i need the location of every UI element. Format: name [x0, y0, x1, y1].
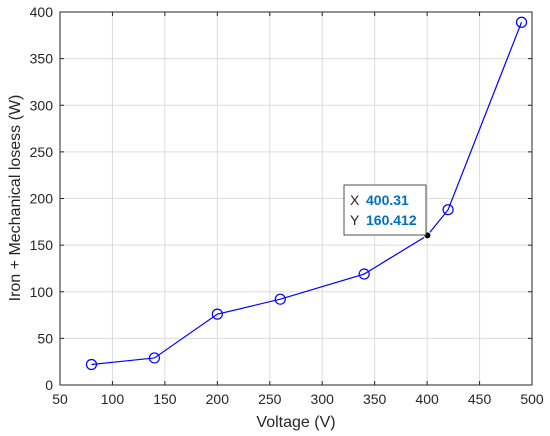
data-point	[274, 293, 286, 305]
x-axis: 50 100 150 200 250 300 350 400 450 500	[52, 12, 544, 407]
y-tick-label: 50	[37, 330, 53, 346]
y-tick-label: 200	[30, 191, 54, 207]
y-tick-label: 400	[30, 4, 54, 20]
y-axis: 0 50 100 150 200 250 300 350 400	[30, 4, 532, 393]
data-point	[442, 204, 454, 216]
data-point	[515, 16, 528, 28]
datatip-y-value: 160.412	[366, 212, 417, 228]
datatip-x-value: 400.31	[366, 192, 409, 208]
y-tick-label: 150	[30, 237, 54, 253]
data-point	[358, 268, 370, 280]
datatip-x-label: X	[350, 192, 360, 208]
series-markers	[85, 16, 528, 371]
series-line	[91, 22, 523, 366]
x-tick-label: 150	[153, 391, 177, 407]
datatip-y-label: Y	[350, 212, 360, 228]
x-tick-label: 350	[363, 391, 387, 407]
y-tick-label: 0	[45, 377, 53, 393]
x-tick-label: 100	[101, 391, 125, 407]
datatip-box	[343, 184, 427, 236]
grid	[59, 11, 533, 386]
data-point	[85, 358, 98, 371]
datatip[interactable]: X 400.31 Y 160.412	[343, 184, 427, 236]
x-tick-label: 400	[415, 391, 439, 407]
x-tick-label: 500	[520, 391, 544, 407]
y-axis-label: Iron + Mechanical losess (W)	[7, 95, 24, 302]
x-tick-label: 300	[311, 391, 335, 407]
x-axis-label: Voltage (V)	[256, 414, 335, 431]
x-tick-label: 200	[206, 391, 230, 407]
x-tick-label: 50	[52, 391, 68, 407]
data-point	[211, 308, 223, 320]
data-point	[148, 352, 160, 364]
x-tick-label: 250	[258, 391, 282, 407]
y-tick-label: 300	[30, 97, 54, 113]
y-tick-label: 250	[30, 144, 54, 160]
x-tick-label: 450	[468, 391, 492, 407]
y-tick-label: 350	[30, 51, 54, 67]
y-tick-label: 100	[30, 284, 54, 300]
